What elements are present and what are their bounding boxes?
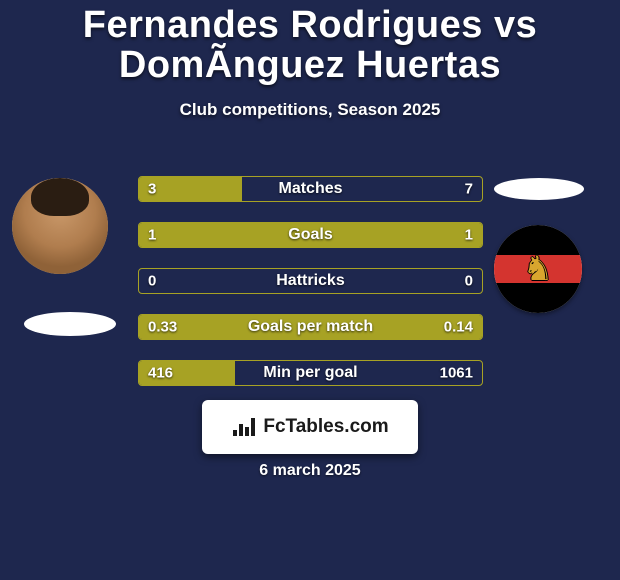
bar-value-left: 0 [148,273,156,290]
bar-value-left: 0.33 [148,319,177,336]
bar-value-right: 1 [465,227,473,244]
bar-row: 11Goals [138,222,483,248]
bar-value-right: 0 [465,273,473,290]
player-right-club-oval [494,178,584,200]
subtitle: Club competitions, Season 2025 [0,100,620,120]
bar-row: 4161061Min per goal [138,360,483,386]
bar-row: 0.330.14Goals per match [138,314,483,340]
bar-chart-icon [231,416,257,438]
club-badge: ♞ [494,225,582,313]
page-title: Fernandes Rodrigues vs DomÃ­nguez Huerta… [0,0,620,86]
bar-value-right: 1061 [440,365,473,382]
bar-value-left: 1 [148,227,156,244]
bar-value-right: 0.14 [444,319,473,336]
fctables-logo-text: FcTables.com [263,416,388,438]
bar-row: 37Matches [138,176,483,202]
date-label: 6 march 2025 [0,462,620,480]
infographic: Fernandes Rodrigues vs DomÃ­nguez Huerta… [0,0,620,580]
bar-value-left: 3 [148,181,156,198]
bar-row: 00Hattricks [138,268,483,294]
player-left-avatar [12,178,108,274]
lion-icon: ♞ [494,225,582,313]
player-right-club-badge: ♞ [494,225,582,313]
player-left-club-oval [24,312,116,336]
bar-value-left: 416 [148,365,173,382]
player-left-face [12,178,108,274]
bar-value-right: 7 [465,181,473,198]
fctables-logo: FcTables.com [202,400,418,454]
